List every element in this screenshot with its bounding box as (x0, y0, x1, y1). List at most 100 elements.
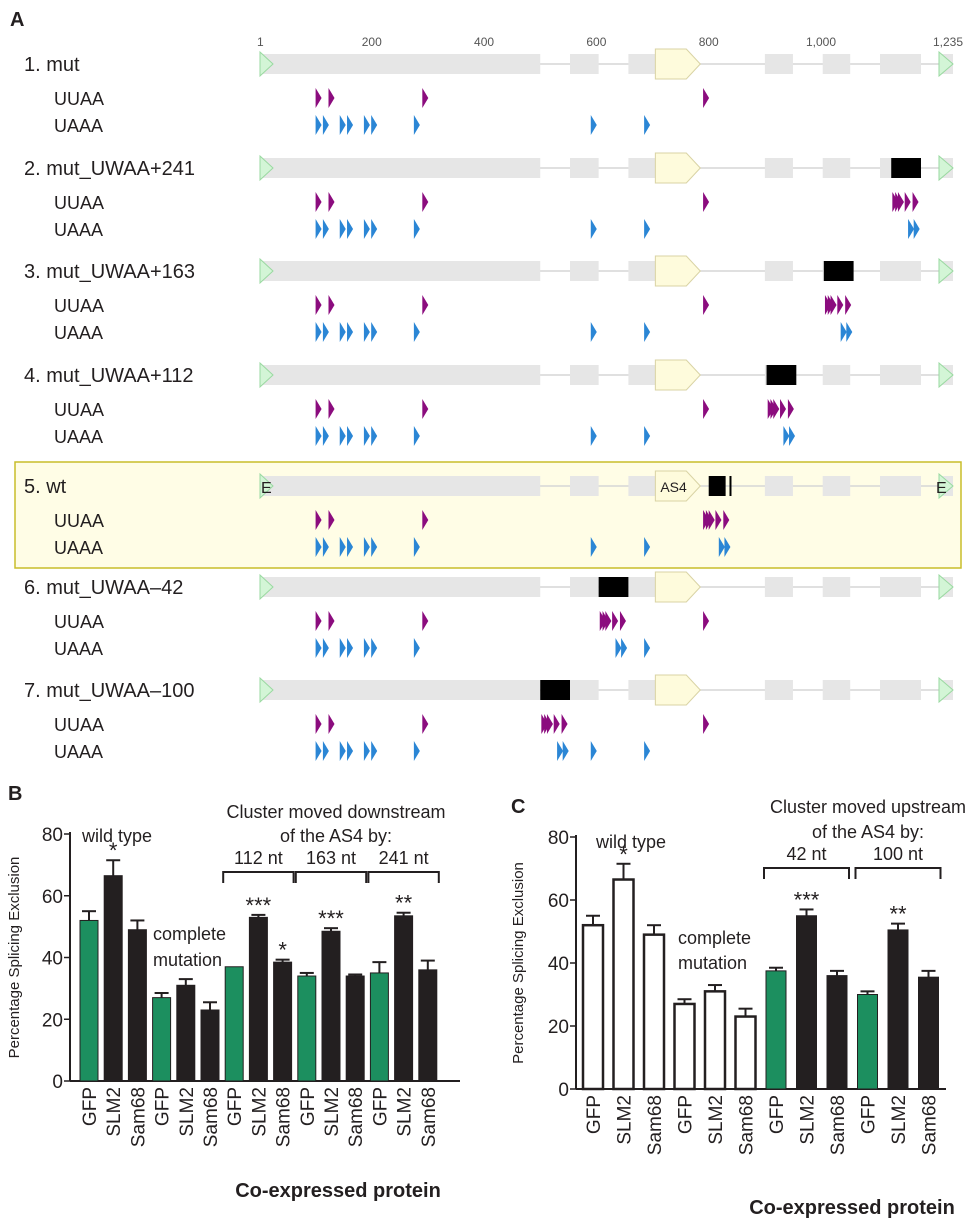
uuaa-motif-mark (830, 295, 837, 315)
uuaa-label: UUAA (54, 511, 104, 531)
bar (248, 916, 268, 1082)
exon-segment (260, 680, 541, 700)
chart-annotation: mutation (153, 950, 222, 970)
uuaa-label: UUAA (54, 400, 104, 420)
uaaa-motif-mark (590, 537, 597, 557)
uaaa-motif-mark (557, 741, 564, 761)
exon-segment (879, 261, 921, 281)
bar (734, 1015, 757, 1091)
y-tick-label: 60 (42, 887, 63, 908)
uaaa-motif-mark (371, 537, 378, 557)
x-tick-label: SLM2 (322, 1087, 343, 1137)
uuaa-motif-mark (315, 611, 322, 631)
uaaa-motif-mark (315, 115, 322, 135)
panel-a-gene-diagram: A 1 200 400 600 800 1,000 1,235 1. mut UUAA UAAA… (10, 9, 963, 762)
exon-segment (569, 365, 599, 385)
group-bracket (854, 867, 942, 879)
uaaa-motif-mark (315, 638, 322, 658)
significance-label: *** (246, 893, 272, 918)
bracket-label: 112 nt (234, 848, 283, 868)
uuaa-motif-mark (897, 192, 904, 212)
exon-segment (569, 680, 599, 700)
exon-segment (879, 476, 921, 496)
bar (369, 972, 389, 1082)
uuaa-motif-mark (619, 611, 626, 631)
construct-label: 4. mut_UWAA+112 (24, 365, 194, 387)
exon-segment (628, 476, 656, 496)
x-tick-label: Sam68 (920, 1095, 941, 1155)
exon-segment (822, 476, 851, 496)
construct-row: 5. wt E E AS4 UUAA UAAA (14, 461, 962, 569)
bar (765, 970, 787, 1090)
significance-label: *** (318, 906, 344, 931)
construct-label: 2. mut_UWAA+241 (24, 158, 195, 180)
cluster-site-bar (721, 476, 726, 496)
cluster-site-bar (708, 476, 714, 496)
end-exon-arrow (938, 676, 954, 704)
uaaa-motif-mark (590, 741, 597, 761)
bar (857, 994, 878, 1090)
exon-segment (764, 261, 793, 281)
exon-segment (822, 158, 851, 178)
uaaa-label: UAAA (54, 323, 103, 343)
x-tick-label: Sam68 (274, 1087, 295, 1147)
construct-label: 3. mut_UWAA+163 (24, 261, 195, 283)
as4-exon (654, 48, 701, 80)
exon-label-end: E (936, 480, 947, 497)
uuaa-motif-mark (708, 510, 715, 530)
x-axis-title: Co-expressed protein (235, 1180, 441, 1202)
exon-segment (764, 158, 793, 178)
panel-c-bar-chart: C 0 20 40 60 80 Percentage Splicing Exclusion… (510, 796, 966, 1219)
uaaa-motif-mark (315, 322, 322, 342)
uuaa-motif-mark (787, 399, 794, 419)
start-exon-arrow (259, 50, 274, 78)
uaaa-motif-mark (339, 426, 346, 446)
y-tick-label: 0 (558, 1080, 569, 1101)
uuaa-motif-mark (703, 192, 710, 212)
uaaa-motif-mark (347, 115, 354, 135)
bracket-label: 163 nt (306, 848, 356, 868)
uuaa-label: UUAA (54, 715, 104, 735)
construct-row: 2. mut_UWAA+241 UUAA UAAA (24, 152, 954, 240)
bar (345, 975, 365, 1082)
exon-segment (569, 261, 599, 281)
start-exon-arrow (259, 361, 274, 389)
uaaa-motif-mark (322, 741, 329, 761)
construct-row: 3. mut_UWAA+163 UUAA UAAA (24, 255, 954, 343)
uuaa-motif-mark (715, 510, 722, 530)
group-bracket (763, 867, 850, 879)
uaaa-motif-mark (363, 115, 370, 135)
uaaa-motif-mark (322, 537, 329, 557)
moved-cluster-block (891, 158, 921, 178)
bar (321, 930, 341, 1082)
uaaa-label: UAAA (54, 427, 103, 447)
uaaa-motif-mark (363, 638, 370, 658)
exon-segment (628, 158, 656, 178)
uaaa-motif-mark (413, 537, 420, 557)
uaaa-motif-mark (644, 741, 651, 761)
uaaa-motif-mark (315, 426, 322, 446)
uaaa-motif-mark (413, 741, 420, 761)
bracket-label: 241 nt (379, 848, 429, 868)
uuaa-motif-mark (328, 295, 335, 315)
uuaa-motif-mark (837, 295, 844, 315)
uaaa-motif-mark (644, 219, 651, 239)
bar (273, 961, 293, 1082)
uaaa-motif-mark (363, 426, 370, 446)
panel-a-letter: A (10, 9, 24, 31)
exon-segment (569, 158, 599, 178)
bar (152, 997, 172, 1082)
exon-segment (569, 54, 599, 74)
bar (176, 984, 196, 1082)
uaaa-label: UAAA (54, 742, 103, 762)
uaaa-motif-mark (413, 638, 420, 658)
y-tick-label: 40 (548, 954, 569, 975)
exon-segment (569, 476, 599, 496)
bar (703, 990, 727, 1091)
uaaa-motif-mark (363, 322, 370, 342)
uaaa-motif-mark (339, 115, 346, 135)
chart-annotation: of the AS4 by: (280, 826, 392, 846)
as4-exon (654, 152, 701, 184)
